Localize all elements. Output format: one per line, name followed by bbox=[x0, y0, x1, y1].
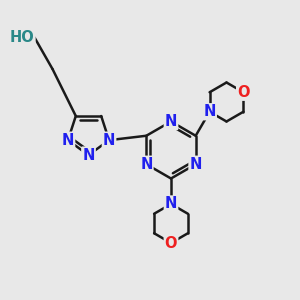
Text: N: N bbox=[62, 133, 74, 148]
Text: HO: HO bbox=[10, 30, 34, 45]
Text: N: N bbox=[165, 196, 177, 211]
Text: N: N bbox=[165, 114, 177, 129]
Text: N: N bbox=[140, 157, 152, 172]
Text: N: N bbox=[190, 157, 202, 172]
Text: N: N bbox=[103, 133, 115, 148]
Text: O: O bbox=[165, 236, 177, 250]
Text: N: N bbox=[82, 148, 95, 163]
Text: N: N bbox=[203, 104, 216, 119]
Text: O: O bbox=[237, 85, 250, 100]
